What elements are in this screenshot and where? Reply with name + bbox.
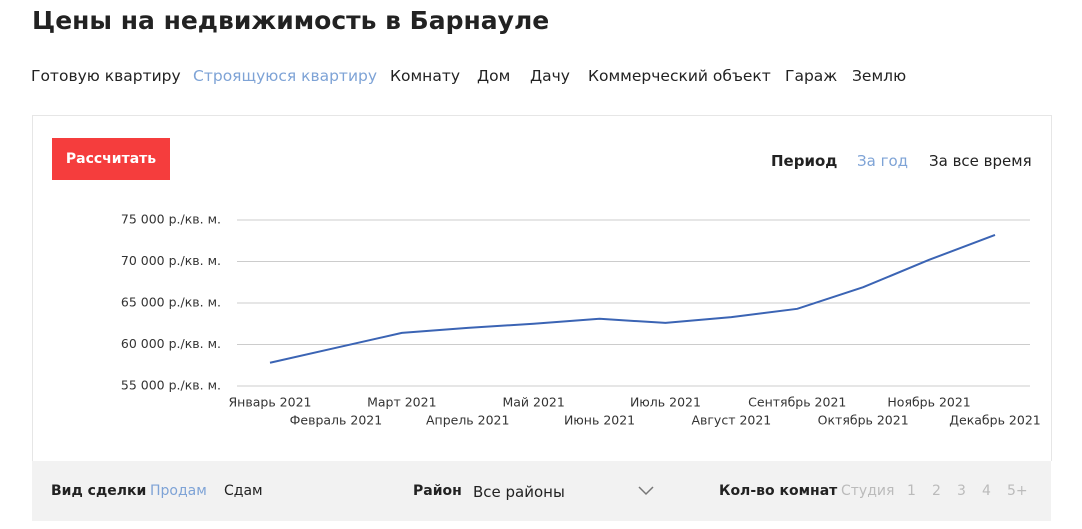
- x-tick-label: Март 2021: [367, 395, 436, 410]
- tab[interactable]: Готовую квартиру: [31, 67, 181, 85]
- y-tick-label: 75 000 р./кв. м.: [121, 212, 221, 227]
- room-option[interactable]: Студия: [841, 483, 895, 499]
- calculate-button[interactable]: Рассчитать: [52, 138, 170, 180]
- x-tick-label: Ноябрь 2021: [887, 395, 970, 410]
- x-tick-label: Январь 2021: [229, 395, 312, 410]
- x-tick-label: Сентябрь 2021: [748, 395, 846, 410]
- period-option[interactable]: За год: [857, 152, 909, 170]
- chart: 55 000 р./кв. м. 60 000 р./кв. м. 65 000 р…: [121, 212, 1041, 428]
- chart-card: [32, 115, 1052, 461]
- tab[interactable]: Коммерческий объект: [588, 67, 771, 85]
- x-tick-label: Июль 2021: [630, 395, 701, 410]
- district-select[interactable]: Все районы: [473, 483, 565, 501]
- x-tick-label: Октябрь 2021: [818, 413, 909, 428]
- deal-option[interactable]: Продам: [150, 483, 207, 499]
- room-option[interactable]: 1: [907, 483, 916, 499]
- room-option[interactable]: 2: [932, 483, 941, 499]
- tab[interactable]: Дом: [477, 67, 511, 85]
- period-option[interactable]: За все время: [929, 152, 1032, 170]
- y-tick-label: 55 000 р./кв. м.: [121, 378, 221, 393]
- period-label: Период: [771, 152, 838, 170]
- tab[interactable]: Гараж: [785, 67, 838, 85]
- rooms-label: Кол-во комнат: [719, 483, 838, 499]
- deal-option[interactable]: Сдам: [224, 483, 263, 499]
- room-option[interactable]: 5+: [1007, 483, 1028, 499]
- district-label: Район: [413, 483, 462, 499]
- x-tick-label: Февраль 2021: [290, 413, 383, 428]
- x-tick-label: Декабрь 2021: [949, 413, 1040, 428]
- room-option[interactable]: 3: [957, 483, 966, 499]
- x-tick-label: Апрель 2021: [426, 413, 510, 428]
- y-tick-label: 65 000 р./кв. м.: [121, 295, 221, 310]
- y-tick-label: 60 000 р./кв. м.: [121, 336, 221, 351]
- deal-label: Вид сделки: [51, 483, 147, 499]
- x-tick-label: Август 2021: [691, 413, 771, 428]
- chevron-icon: [638, 486, 654, 496]
- y-tick-label: 70 000 р./кв. м.: [121, 253, 221, 268]
- tab[interactable]: Дачу: [530, 67, 570, 85]
- tab[interactable]: Комнату: [390, 67, 461, 85]
- tab[interactable]: Землю: [852, 67, 907, 85]
- filter-bar: [32, 461, 1051, 521]
- tab[interactable]: Строящуюся квартиру: [193, 67, 378, 85]
- page-title: Цены на недвижимость в Барнауле: [32, 6, 550, 35]
- x-tick-label: Июнь 2021: [564, 413, 635, 428]
- room-option[interactable]: 4: [982, 483, 991, 499]
- price-line: [269, 234, 996, 364]
- x-tick-label: Май 2021: [502, 395, 564, 410]
